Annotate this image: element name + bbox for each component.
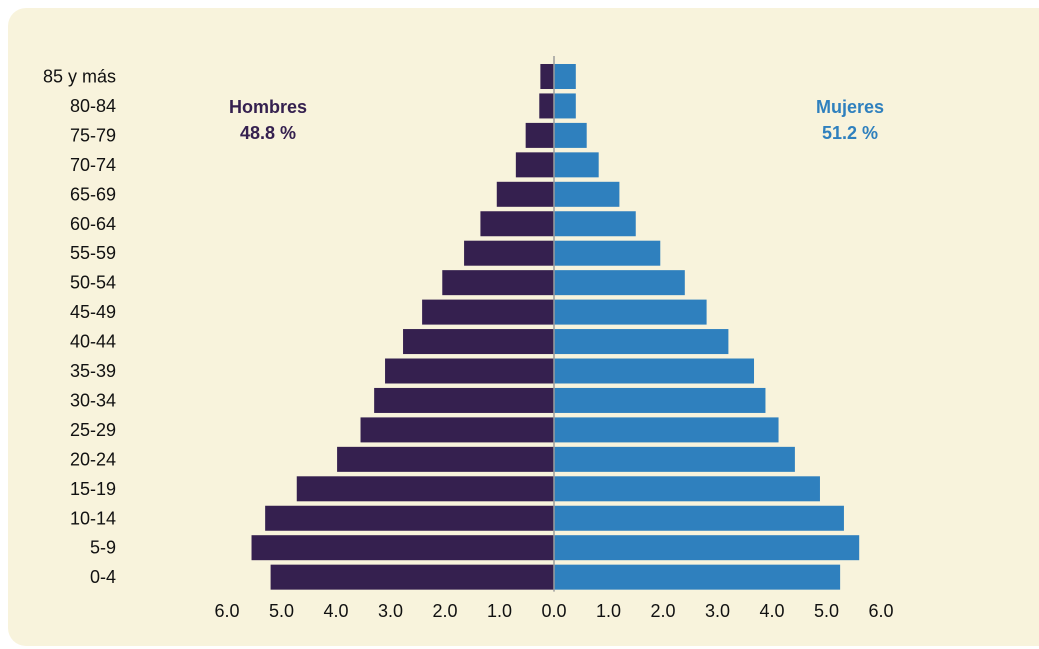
age-label: 70-74 — [70, 155, 116, 175]
legend-hombres-label: Hombres — [229, 97, 307, 117]
x-tick-label: 2.0 — [432, 601, 457, 621]
bar-mujeres — [554, 211, 636, 237]
x-tick-label: 0.0 — [541, 601, 566, 621]
x-tick-label: 3.0 — [705, 601, 730, 621]
age-label: 20-24 — [70, 449, 116, 469]
x-tick-label: 2.0 — [650, 601, 675, 621]
bar-mujeres — [554, 93, 576, 119]
bar-hombres — [515, 152, 554, 178]
age-label: 60-64 — [70, 214, 116, 234]
age-label: 30-34 — [70, 390, 116, 410]
bar-mujeres — [554, 122, 587, 148]
bar-hombres — [496, 181, 554, 207]
bar-hombres — [480, 211, 554, 237]
x-tick-label: 1.0 — [487, 601, 512, 621]
bar-hombres — [385, 358, 554, 384]
bar-hombres — [539, 93, 554, 119]
bar-hombres — [525, 122, 554, 148]
x-tick-label: 4.0 — [323, 601, 348, 621]
bar-hombres — [422, 299, 554, 325]
x-tick-label: 6.0 — [868, 601, 893, 621]
age-label: 80-84 — [70, 96, 116, 116]
x-tick-label: 5.0 — [269, 601, 294, 621]
bars-hombres — [251, 64, 554, 590]
bar-mujeres — [554, 64, 576, 89]
legend-hombres-share: 48.8 % — [240, 123, 296, 143]
age-label: 40-44 — [70, 332, 116, 352]
age-label: 35-39 — [70, 361, 116, 381]
x-tick-label: 4.0 — [759, 601, 784, 621]
bar-mujeres — [554, 329, 729, 355]
bar-hombres — [296, 476, 554, 502]
legend-mujeres-label: Mujeres — [816, 97, 884, 117]
bar-mujeres — [554, 564, 841, 590]
bar-mujeres — [554, 417, 779, 443]
age-label: 55-59 — [70, 243, 116, 263]
x-tick-label: 1.0 — [596, 601, 621, 621]
bar-hombres — [374, 387, 554, 413]
bar-mujeres — [554, 299, 707, 325]
age-label: 50-54 — [70, 273, 116, 293]
bars-mujeres — [554, 64, 860, 590]
bar-mujeres — [554, 387, 766, 413]
x-tick-label: 3.0 — [378, 601, 403, 621]
bar-mujeres — [554, 152, 599, 178]
bar-mujeres — [554, 535, 860, 561]
bar-mujeres — [554, 181, 620, 207]
bar-hombres — [251, 535, 554, 561]
age-labels: 85 y más 80-84 75-79 70-74 65-69 60-64 55-59 50… — [43, 67, 116, 588]
bar-mujeres — [554, 505, 844, 531]
bar-hombres — [265, 505, 554, 531]
bar-hombres — [403, 329, 554, 355]
bar-hombres — [337, 446, 554, 472]
bar-mujeres — [554, 358, 755, 384]
age-label: 85 y más — [43, 67, 116, 87]
x-tick-labels: 6.0 5.0 4.0 3.0 2.0 1.0 0.0 1.0 2.0 3.0 4.0 5.0 6.0 — [214, 601, 893, 621]
age-label: 45-49 — [70, 302, 116, 322]
x-tick-label: 5.0 — [814, 601, 839, 621]
bar-hombres — [442, 270, 554, 296]
bar-mujeres — [554, 270, 685, 296]
x-tick-label: 6.0 — [214, 601, 239, 621]
age-label: 5-9 — [90, 538, 116, 558]
age-label: 65-69 — [70, 184, 116, 204]
age-label: 15-19 — [70, 479, 116, 499]
legend-mujeres-share: 51.2 % — [822, 123, 878, 143]
bar-hombres — [360, 417, 554, 443]
bar-mujeres — [554, 476, 820, 502]
age-label: 75-79 — [70, 125, 116, 145]
bar-mujeres — [554, 240, 661, 266]
bar-hombres — [464, 240, 554, 266]
age-label: 10-14 — [70, 508, 116, 528]
bar-hombres — [540, 64, 554, 89]
bar-hombres — [270, 564, 554, 590]
age-label: 0-4 — [90, 567, 116, 587]
age-label: 25-29 — [70, 420, 116, 440]
bar-mujeres — [554, 446, 795, 472]
